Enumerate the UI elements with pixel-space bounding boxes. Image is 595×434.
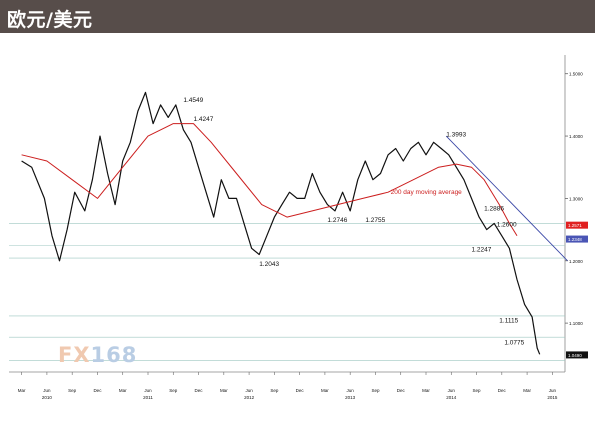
watermark-number: 168	[90, 343, 138, 367]
x-year-label: 2011	[143, 395, 153, 400]
x-month-label: Jun	[549, 388, 557, 393]
y-tick-label: 1.1000	[569, 321, 583, 326]
annotation-label: 1.2043	[259, 261, 279, 268]
chart-title: 欧元/美元	[7, 9, 93, 31]
x-month-label: Sep	[473, 388, 482, 393]
price-tag	[566, 235, 588, 243]
price-tag-label: 1.2348	[568, 237, 582, 242]
x-year-label: 2015	[547, 395, 558, 400]
y-tick-label: 1.4000	[569, 134, 583, 139]
price-series-line	[21, 91, 541, 355]
x-month-label: Dec	[498, 388, 507, 393]
x-month-label: Sep	[270, 388, 279, 393]
x-month-label: Sep	[169, 388, 178, 393]
watermark-brand: FX	[58, 343, 91, 367]
annotation-label: 1.4549	[183, 97, 203, 104]
price-tag-label: 1.2571	[568, 223, 582, 228]
y-tick-label: 1.2000	[569, 259, 583, 264]
x-month-label: Jun	[448, 388, 456, 393]
chart-canvas: 1.5000 1.4000 1.3000 1.2000 1.1000 Mar Jun Sep D…	[9, 55, 588, 400]
annotation-label: 1.2886	[484, 205, 504, 212]
x-month-label: Mar	[321, 388, 329, 393]
header-bar: 欧元/美元	[0, 0, 595, 33]
x-month-label: Dec	[296, 388, 305, 393]
price-tag	[566, 221, 588, 229]
x-month-label: Jun	[144, 388, 152, 393]
x-month-label: Dec	[397, 388, 406, 393]
x-month-label: Jun	[245, 388, 253, 393]
x-month-label: Jun	[43, 388, 51, 393]
trendline	[445, 135, 568, 262]
x-month-label: Mar	[119, 388, 127, 393]
y-tick-label: 1.5000	[569, 72, 583, 77]
price-tag	[566, 351, 588, 359]
x-month-label: Dec	[195, 388, 204, 393]
annotation-label: 1.0775	[504, 339, 524, 346]
y-tick-label: 1.3000	[569, 196, 583, 201]
annotation-label: 1.2755	[365, 217, 385, 224]
annotation-label: 1.3993	[446, 132, 466, 139]
x-year-label: 2010	[42, 395, 53, 400]
x-month-label: Mar	[220, 388, 228, 393]
annotation-label: 200 day moving average	[391, 189, 463, 196]
x-month-label: Jun	[347, 388, 355, 393]
moving-average-line	[21, 123, 518, 237]
x-month-label: Sep	[371, 388, 380, 393]
x-month-label: Mar	[18, 388, 26, 393]
annotation-label: 1.1115	[499, 317, 518, 324]
x-year-label: 2014	[446, 395, 457, 400]
x-year-label: 2013	[345, 395, 356, 400]
annotation-label: 1.2600	[497, 221, 517, 228]
annotation-label: 1.2247	[471, 246, 491, 253]
x-year-label: 2012	[244, 395, 255, 400]
fx168-watermark: FX168	[58, 343, 137, 367]
x-month-label: Dec	[93, 388, 102, 393]
annotation-label: 1.4247	[193, 116, 213, 123]
x-month-label: Sep	[68, 388, 77, 393]
x-month-label: Mar	[422, 388, 430, 393]
annotation-label: 1.2746	[327, 217, 347, 224]
x-month-label: Mar	[523, 388, 531, 393]
price-tag-label: 1.0490	[568, 353, 582, 358]
